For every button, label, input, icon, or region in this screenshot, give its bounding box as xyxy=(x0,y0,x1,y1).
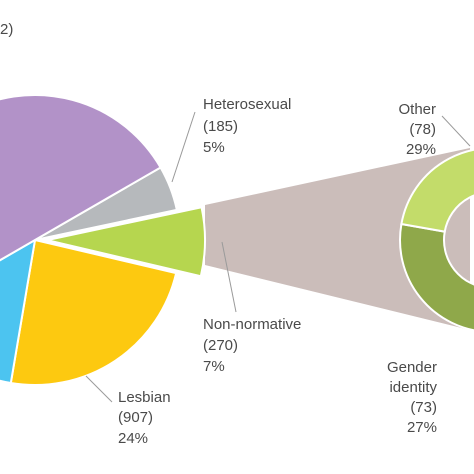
leader-line xyxy=(441,115,471,147)
leader-line xyxy=(85,375,113,403)
value-label: 29% xyxy=(406,141,436,158)
value-label: 27% xyxy=(407,419,437,436)
value-label: 24% xyxy=(118,430,148,447)
donut-slice xyxy=(399,222,474,332)
donut-slice xyxy=(400,148,474,233)
slice-label: Other xyxy=(398,101,436,118)
pie-slice xyxy=(9,238,178,386)
count-label: (73) xyxy=(410,399,437,416)
value-label: 5% xyxy=(203,139,225,156)
connector-band xyxy=(205,148,470,330)
pie-slice xyxy=(46,206,206,278)
value-label: 7% xyxy=(203,358,225,375)
leader-line xyxy=(221,241,237,313)
count-label: (907) xyxy=(118,409,153,426)
leader-line xyxy=(171,111,196,183)
slice-label: Gender identity xyxy=(387,359,438,396)
slice-label: Lesbian xyxy=(118,389,171,406)
slice-label: Heterosexual xyxy=(203,96,291,113)
chart-title: 2) xyxy=(0,21,13,38)
pie-slice xyxy=(0,94,162,262)
count-label: (270) xyxy=(203,337,238,354)
slice-label: Non-normative xyxy=(203,316,301,333)
count-label: (185) xyxy=(203,118,238,135)
count-label: (78) xyxy=(409,121,436,138)
pie-slice xyxy=(0,238,37,385)
